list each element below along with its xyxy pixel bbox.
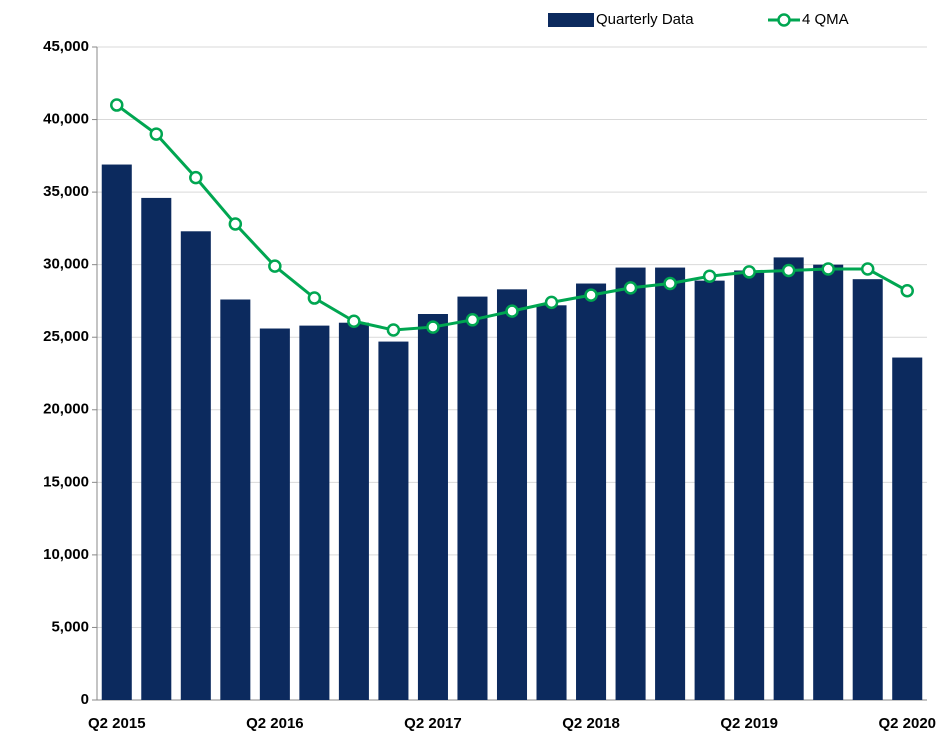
y-tick-label: 35,000 [43,183,89,200]
line-marker [623,281,638,295]
bar [655,267,686,700]
line-marker [189,170,203,185]
bar [734,270,765,700]
line-marker [110,98,124,112]
line-marker [584,288,598,302]
bar [813,264,844,700]
y-tick-label: 40,000 [43,111,89,128]
bar [378,341,409,700]
y-tick-label: 15,000 [43,473,89,490]
line-marker [742,265,756,279]
line-marker [663,276,677,291]
line-marker [149,127,164,141]
legend-marker [777,13,791,27]
line-marker [465,313,480,327]
x-tick-label: Q2 2016 [246,715,304,732]
legend-label: 4 QMA [802,11,849,28]
line-marker [426,320,440,334]
line-marker [505,304,519,318]
bar [576,283,607,700]
bar [852,279,883,700]
x-tick-label: Q2 2020 [878,715,936,732]
bar [259,328,290,700]
line-marker [702,269,717,284]
bar [101,164,132,701]
bar [141,197,172,700]
bar [496,289,528,700]
legend-label: Quarterly Data [596,11,694,28]
legend-swatch [548,13,594,27]
bar [417,314,448,700]
bar [299,325,330,700]
line-marker [347,314,361,329]
x-tick-label: Q2 2019 [720,715,778,732]
x-tick-label: Q2 2018 [562,715,620,732]
bar [892,357,923,700]
line-marker [821,262,835,276]
line-marker [900,284,914,298]
y-tick-label: 0 [81,691,89,708]
line-marker [307,291,322,305]
line-marker [860,262,875,276]
bar [220,299,251,700]
bar [338,322,369,700]
bar [694,280,725,700]
y-tick-label: 20,000 [43,401,89,418]
bar [536,305,567,700]
line-marker [228,217,243,231]
bar [180,231,211,700]
y-tick-label: 10,000 [43,546,89,563]
y-tick-label: 5,000 [51,618,89,635]
y-tick-label: 30,000 [43,256,89,273]
x-tick-label: Q2 2015 [88,715,146,732]
y-tick-label: 45,000 [43,38,89,55]
line-marker [386,323,401,337]
bar [615,267,646,700]
y-tick-label: 25,000 [43,328,89,345]
line-marker [781,263,796,278]
line-marker [268,259,282,273]
x-tick-label: Q2 2017 [404,715,462,732]
bar [773,257,804,700]
line-marker [544,295,559,310]
bar [457,296,488,700]
